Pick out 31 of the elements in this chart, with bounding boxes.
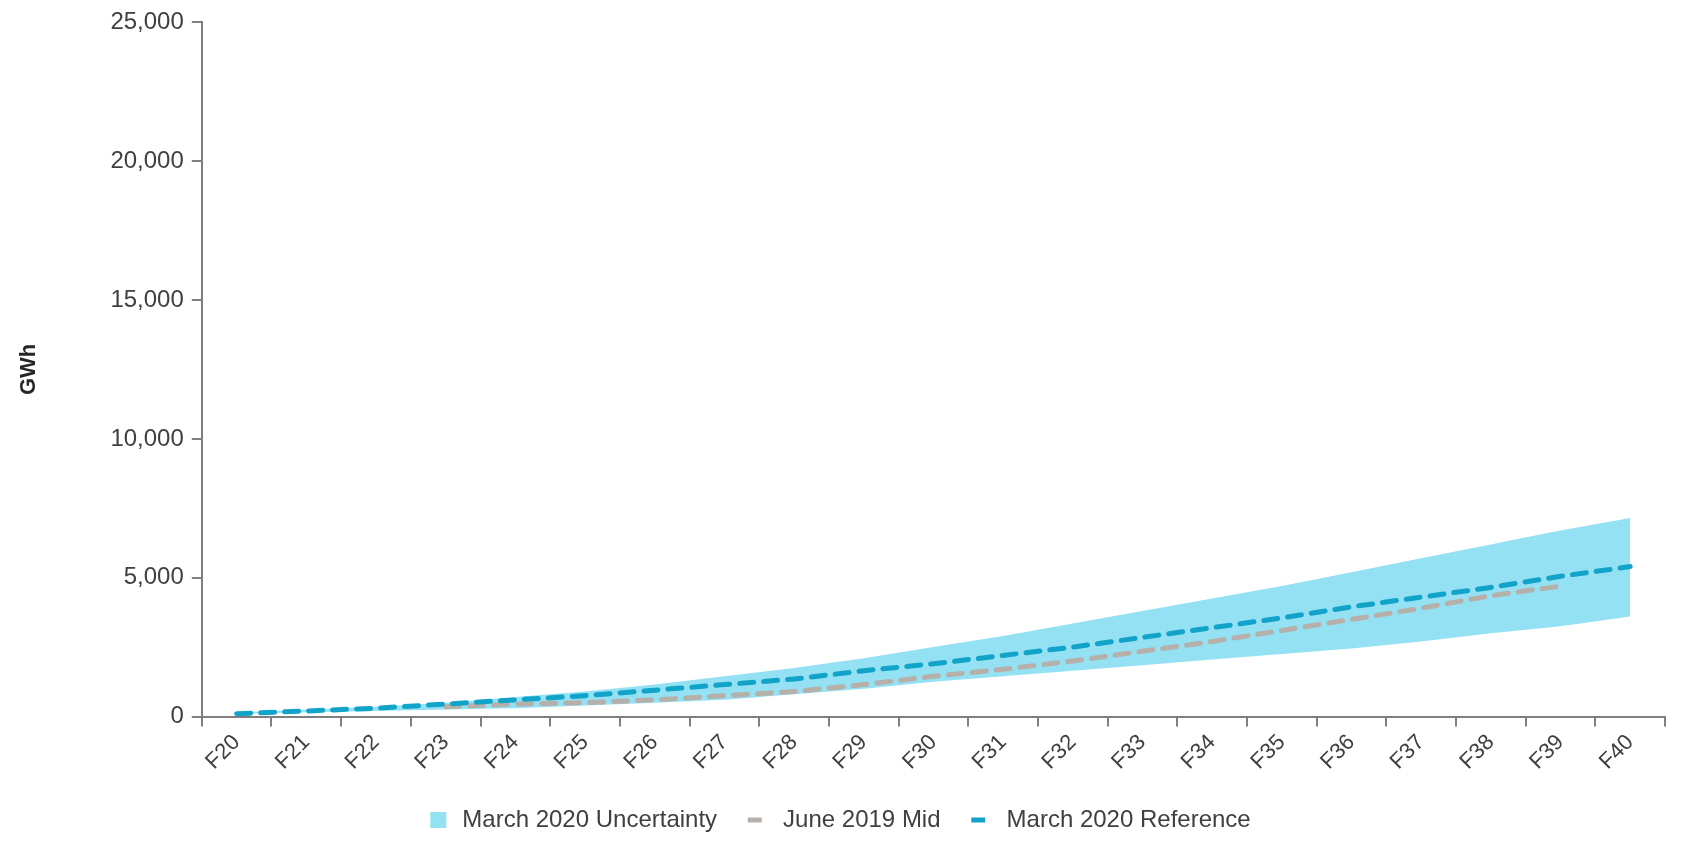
- legend-label: March 2020 Uncertainty: [462, 804, 718, 832]
- x-tick-label: F21: [269, 729, 315, 774]
- x-tick-label: F28: [757, 729, 802, 774]
- x-tick-label: F35: [1245, 729, 1290, 774]
- legend-label: March 2020 Reference: [1006, 804, 1251, 832]
- x-tick-label: F22: [339, 729, 384, 774]
- y-tick-label: 15,000: [110, 284, 184, 312]
- x-tick-label: F31: [966, 729, 1011, 774]
- y-tick-label: 20,000: [110, 145, 184, 173]
- x-tick-label: F30: [896, 729, 942, 774]
- x-tick-label: F34: [1175, 729, 1220, 774]
- x-tick-label: F26: [618, 729, 663, 774]
- x-tick-label: F25: [548, 729, 593, 774]
- x-tick-label: F27: [687, 729, 733, 774]
- legend-label: June 2019 Mid: [783, 804, 941, 832]
- x-tick-label: F33: [1105, 729, 1151, 774]
- y-axis-title: GWh: [15, 343, 41, 396]
- x-tick-label: F32: [1036, 729, 1081, 774]
- x-tick-label: F23: [409, 729, 454, 774]
- x-tick-label: F40: [1593, 729, 1638, 774]
- x-tick-label: F37: [1384, 729, 1429, 774]
- x-tick-label: F20: [199, 729, 245, 774]
- y-tick-label: 25,000: [110, 7, 184, 35]
- x-tick-label: F36: [1314, 729, 1360, 774]
- x-tick-label: F38: [1454, 729, 1499, 774]
- x-tick-label: F24: [478, 729, 524, 774]
- y-tick-label: 10,000: [110, 423, 184, 451]
- y-tick-label: 0: [170, 701, 184, 729]
- x-tick-label: F29: [827, 729, 872, 774]
- y-tick-label: 5,000: [123, 562, 184, 590]
- x-tick-label: F39: [1523, 729, 1569, 774]
